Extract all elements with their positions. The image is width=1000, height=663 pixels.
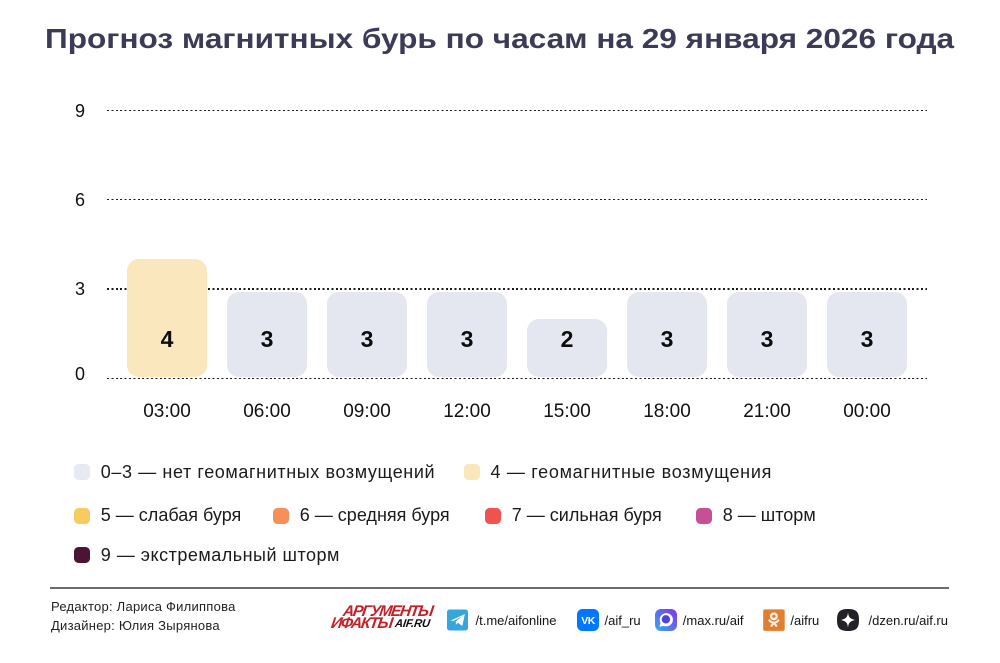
- svg-text:VK: VK: [581, 615, 596, 627]
